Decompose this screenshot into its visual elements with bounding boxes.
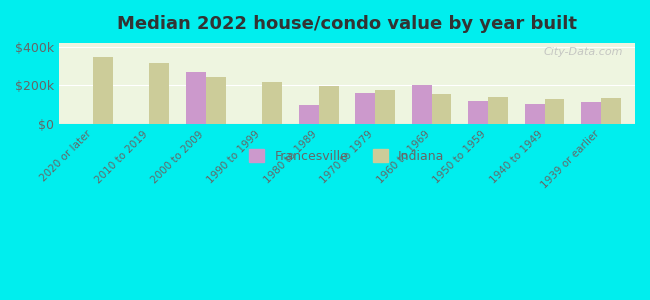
Title: Median 2022 house/condo value by year built: Median 2022 house/condo value by year bu… (117, 15, 577, 33)
Bar (299, 105, 318, 124)
Bar (469, 101, 488, 124)
Bar (545, 99, 564, 124)
Bar (488, 97, 508, 124)
Bar (206, 77, 226, 124)
Bar (525, 104, 545, 124)
Bar (412, 85, 432, 124)
Bar (375, 90, 395, 124)
Bar (150, 63, 169, 124)
Bar (93, 57, 112, 124)
Bar (263, 82, 282, 124)
Legend: Francesville, Indiana: Francesville, Indiana (244, 145, 450, 168)
Bar (601, 98, 621, 124)
Bar (186, 72, 206, 124)
Bar (318, 86, 339, 124)
Bar (356, 93, 375, 124)
Bar (432, 94, 452, 124)
Bar (581, 102, 601, 124)
Text: City-Data.com: City-Data.com (544, 47, 623, 57)
